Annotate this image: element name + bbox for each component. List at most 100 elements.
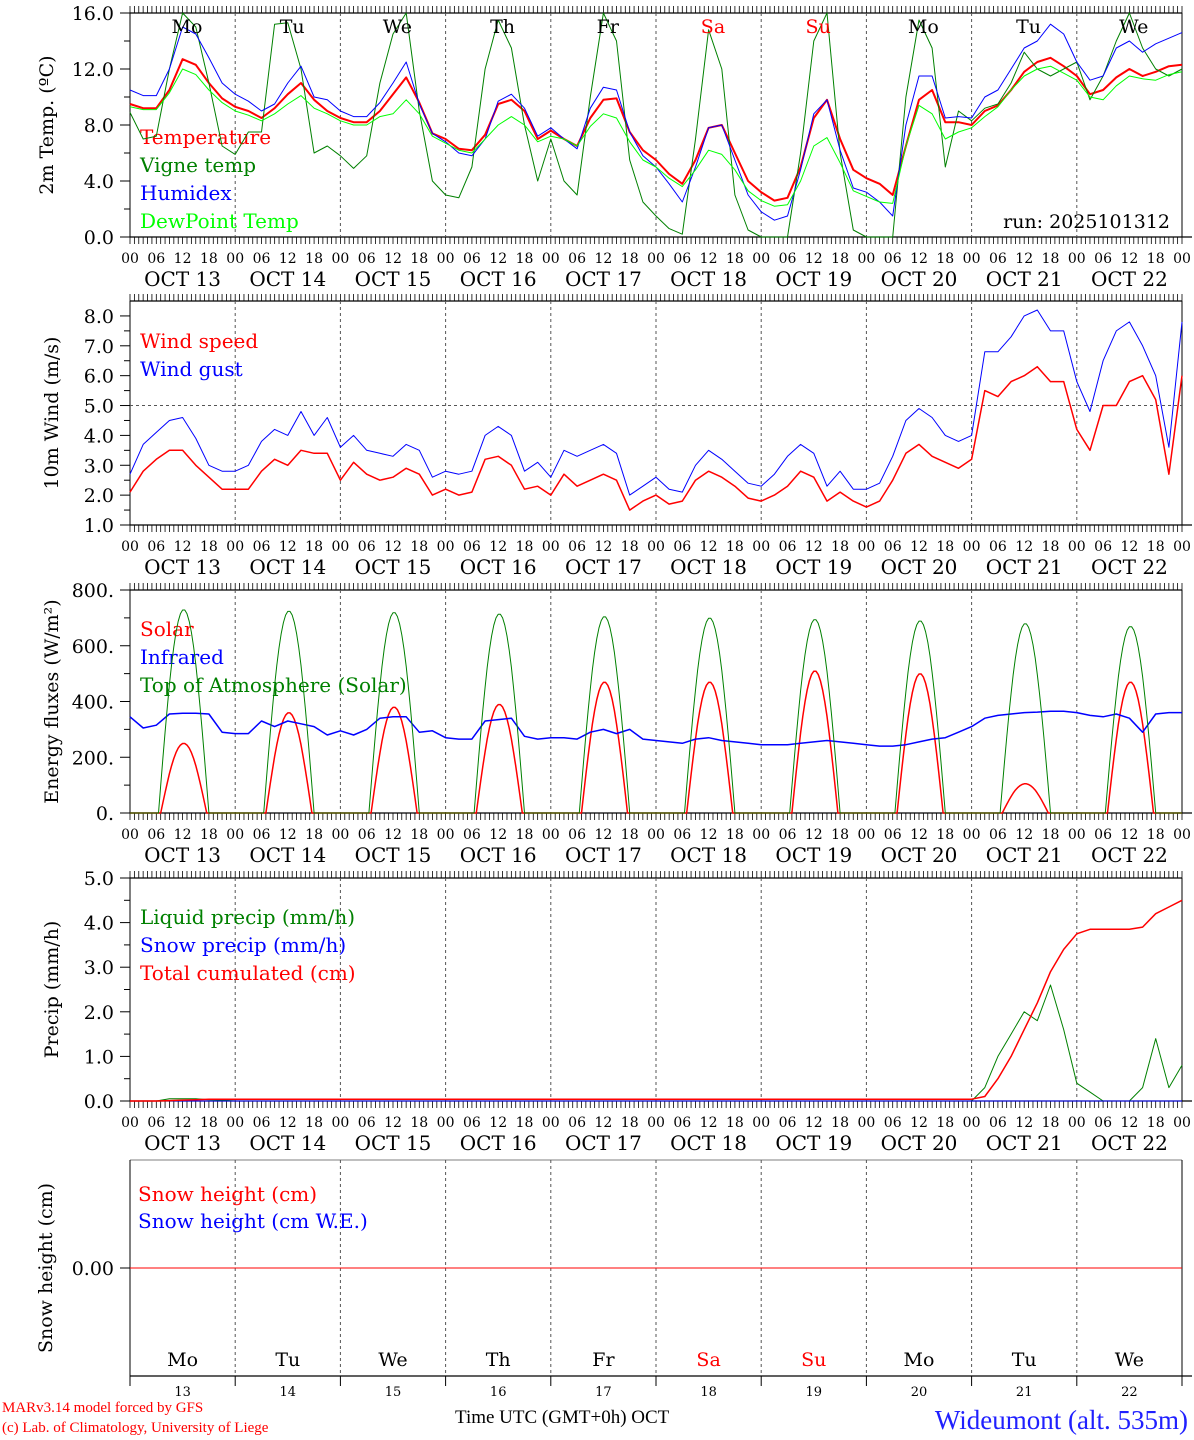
legend-entry: Temperature — [140, 125, 271, 149]
hour-label: 18 — [200, 251, 218, 267]
y-axis-label: 10m Wind (m/s) — [41, 337, 63, 490]
y-axis-label: 2m Temp. (ºC) — [36, 55, 58, 194]
hour-label: 18 — [726, 539, 744, 555]
hour-label: 00 — [752, 539, 770, 555]
day-name-label: Tu — [280, 16, 305, 38]
hour-label: 12 — [174, 827, 192, 843]
series-line-dewpoint-temp — [129, 65, 1183, 207]
day-number-label: 13 — [174, 1385, 191, 1400]
hour-label: 18 — [410, 827, 428, 843]
hour-label: 00 — [1173, 539, 1191, 555]
legend-entry: Wind gust — [140, 357, 243, 381]
hour-label: 12 — [489, 539, 507, 555]
hour-label: 12 — [910, 827, 928, 843]
hour-label: 06 — [989, 251, 1007, 267]
hour-label: 06 — [463, 539, 481, 555]
hour-label: 06 — [779, 1115, 797, 1131]
date-label: OCT 18 — [670, 843, 747, 867]
y-tick-label: 6.0 — [84, 366, 114, 388]
hour-label: 00 — [121, 539, 139, 555]
hour-label: 06 — [568, 539, 586, 555]
legend-entry: DewPoint Temp — [140, 209, 299, 233]
date-label: OCT 19 — [775, 555, 852, 579]
hour-label: 18 — [936, 1115, 954, 1131]
hour-label: 18 — [1147, 827, 1165, 843]
y-tick-label: 8.0 — [84, 115, 114, 137]
y-tick-label: 600. — [72, 636, 114, 658]
day-number-label: 21 — [1016, 1385, 1033, 1400]
date-label: OCT 22 — [1091, 267, 1168, 291]
hour-label: 00 — [121, 1115, 139, 1131]
hour-label: 12 — [1015, 539, 1033, 555]
day-name-label: Mo — [167, 1349, 198, 1371]
legend-entry: Snow height (cm) — [138, 1182, 317, 1206]
hour-label: 06 — [253, 1115, 271, 1131]
hour-label: 12 — [1120, 1115, 1138, 1131]
hour-label: 06 — [779, 539, 797, 555]
hour-label: 06 — [253, 251, 271, 267]
date-label: OCT 13 — [144, 1131, 221, 1155]
day-number-label: 17 — [595, 1385, 612, 1400]
hour-label: 12 — [384, 1115, 402, 1131]
hour-label: 00 — [647, 1115, 665, 1131]
date-label: OCT 19 — [775, 1131, 852, 1155]
hour-label: 18 — [621, 251, 639, 267]
hour-label: 06 — [779, 251, 797, 267]
y-tick-label: 2.0 — [84, 1002, 114, 1024]
hour-label: 12 — [594, 539, 612, 555]
hour-label: 06 — [884, 539, 902, 555]
date-label: OCT 20 — [881, 555, 958, 579]
date-label: OCT 14 — [249, 1131, 326, 1155]
series-line-vigne-temp — [129, 12, 1183, 238]
legend-entry: Solar — [140, 617, 194, 641]
hour-label: 06 — [779, 827, 797, 843]
day-name-label: Tu — [275, 1349, 300, 1371]
hour-label: 00 — [121, 251, 139, 267]
day-name-label: We — [383, 16, 412, 38]
y-tick-label: 0. — [96, 803, 114, 825]
hour-label: 12 — [279, 1115, 297, 1131]
hour-label: 12 — [489, 1115, 507, 1131]
legend-entry: Liquid precip (mm/h) — [140, 905, 355, 929]
hour-label: 12 — [594, 827, 612, 843]
date-label: OCT 18 — [670, 555, 747, 579]
hour-label: 12 — [174, 539, 192, 555]
hour-label: 12 — [1120, 539, 1138, 555]
hour-label: 12 — [910, 1115, 928, 1131]
hour-label: 00 — [437, 251, 455, 267]
hour-label: 06 — [253, 539, 271, 555]
hour-label: 00 — [331, 1115, 349, 1131]
series-line-total-cumulated-cm- — [130, 899, 1183, 1102]
y-tick-label: 5.0 — [84, 396, 114, 418]
hour-label: 12 — [279, 539, 297, 555]
hour-label: 18 — [200, 1115, 218, 1131]
hour-label: 00 — [1173, 1115, 1191, 1131]
x-axis-month: OCT — [631, 1407, 670, 1428]
day-name-label: Su — [801, 1349, 826, 1371]
y-axis-label: Energy fluxes (W/m²) — [41, 599, 63, 803]
hour-label: 18 — [305, 1115, 323, 1131]
legend-entry: Infrared — [140, 645, 224, 669]
date-label: OCT 21 — [986, 555, 1063, 579]
y-tick-label: 0.0 — [84, 227, 114, 249]
day-name-label: We — [1119, 16, 1148, 38]
hour-label: 12 — [489, 251, 507, 267]
hour-label: 12 — [174, 1115, 192, 1131]
hour-label: 18 — [621, 539, 639, 555]
hour-label: 12 — [594, 251, 612, 267]
y-tick-label: 4.0 — [84, 913, 114, 935]
hour-label: 12 — [174, 251, 192, 267]
date-label: OCT 22 — [1091, 843, 1168, 867]
hour-label: 00 — [963, 827, 981, 843]
hour-label: 18 — [936, 251, 954, 267]
hour-label: 12 — [700, 251, 718, 267]
hour-label: 06 — [358, 1115, 376, 1131]
hour-label: 18 — [305, 539, 323, 555]
hour-label: 12 — [279, 827, 297, 843]
hour-label: 00 — [752, 1115, 770, 1131]
hour-label: 18 — [1042, 827, 1060, 843]
y-axis-label: Precip (mm/h) — [41, 921, 63, 1059]
day-name-label: Mo — [908, 16, 939, 38]
y-tick-label: 200. — [72, 747, 114, 769]
hour-label: 12 — [805, 827, 823, 843]
